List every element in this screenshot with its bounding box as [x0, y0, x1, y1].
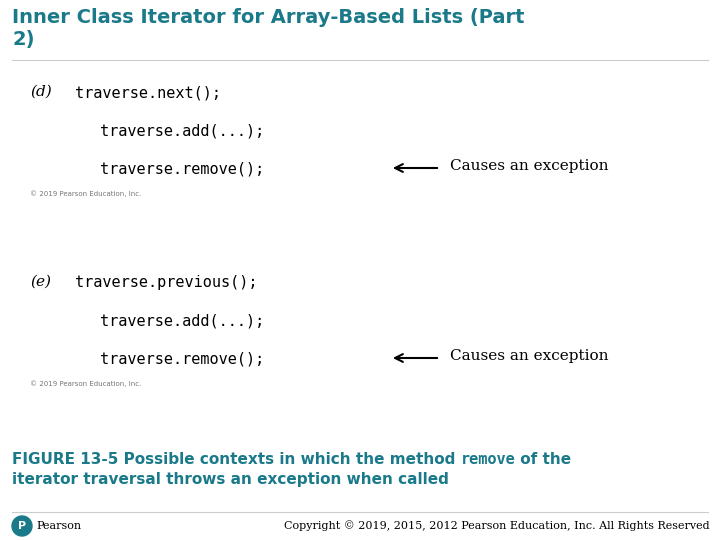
Text: © 2019 Pearson Education, Inc.: © 2019 Pearson Education, Inc. [30, 190, 141, 197]
Text: traverse.previous();: traverse.previous(); [75, 275, 258, 290]
Text: traverse.add(...);: traverse.add(...); [100, 123, 264, 138]
Text: FIGURE 13-5 Possible contexts in which the method: FIGURE 13-5 Possible contexts in which t… [12, 452, 461, 467]
Circle shape [12, 516, 32, 536]
Text: iterator traversal throws an exception when called: iterator traversal throws an exception w… [12, 472, 449, 487]
Text: traverse.add(...);: traverse.add(...); [100, 313, 264, 328]
Text: 2): 2) [12, 30, 35, 49]
Text: P: P [18, 521, 26, 531]
Text: (e): (e) [30, 275, 51, 289]
Text: Copyright © 2019, 2015, 2012 Pearson Education, Inc. All Rights Reserved: Copyright © 2019, 2015, 2012 Pearson Edu… [284, 521, 710, 531]
Text: Causes an exception: Causes an exception [450, 159, 608, 173]
Text: Inner Class Iterator for Array-Based Lists (Part: Inner Class Iterator for Array-Based Lis… [12, 8, 524, 27]
Text: © 2019 Pearson Education, Inc.: © 2019 Pearson Education, Inc. [30, 380, 141, 387]
Text: of the: of the [516, 452, 572, 467]
Text: remove: remove [461, 452, 516, 467]
Text: traverse.remove();: traverse.remove(); [100, 351, 264, 366]
Text: Causes an exception: Causes an exception [450, 349, 608, 363]
Text: traverse.remove();: traverse.remove(); [100, 161, 264, 176]
Text: Pearson: Pearson [36, 521, 81, 531]
Text: (d): (d) [30, 85, 52, 99]
Text: traverse.next();: traverse.next(); [75, 85, 221, 100]
